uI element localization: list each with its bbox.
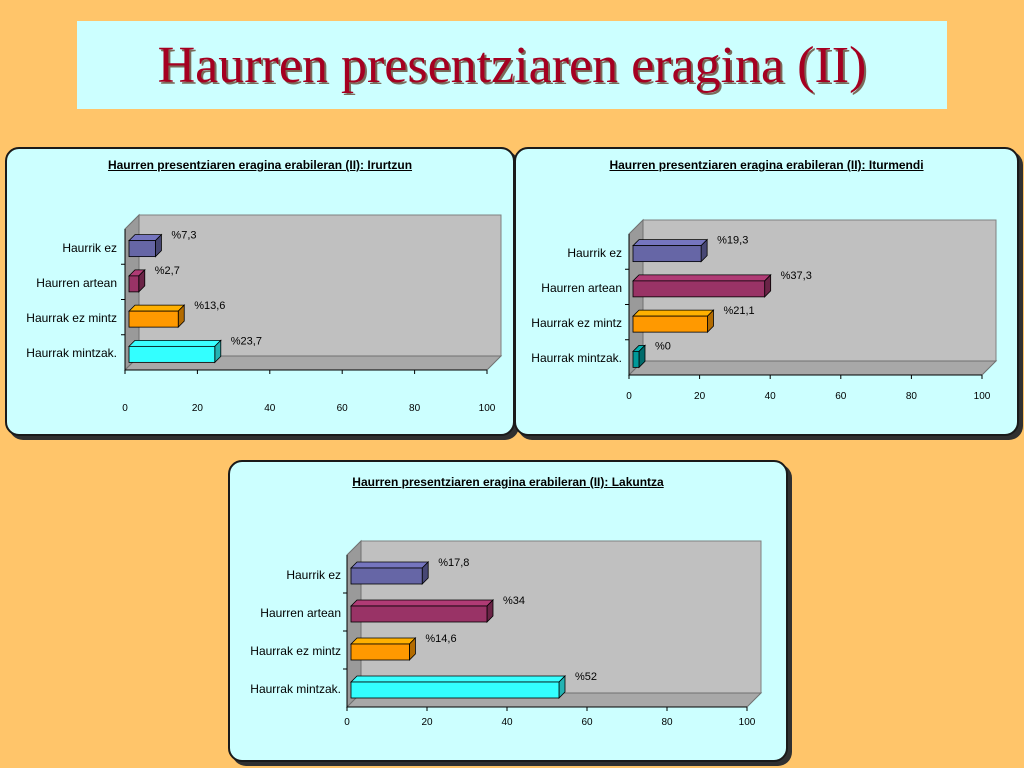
x-tick-label: 0 <box>122 403 128 414</box>
bar <box>632 273 772 298</box>
chart-svg: 0 20 40 60 80 100 %19,3 %37,3 %21,1 %0 <box>625 218 998 402</box>
category-label: Haurrik ez <box>62 240 117 255</box>
chart-panel-iturmendi: 0 20 40 60 80 100 %19,3 %37,3 %21,1 %0 Haurren pr… <box>514 147 1019 436</box>
category-label: Haurren artean <box>36 275 117 290</box>
x-tick-label: 80 <box>409 403 421 414</box>
category-label: Haurrak mintzak. <box>250 682 341 696</box>
x-tick-label: 0 <box>344 717 350 728</box>
bar-top-face <box>350 599 494 607</box>
category-label: Haurren artean <box>260 606 341 620</box>
bar-front-face <box>632 245 702 263</box>
bar-top-face <box>128 339 222 347</box>
category-label: Haurren artean <box>541 280 622 295</box>
chart-panel-irurtzun: 0 20 40 60 80 100 %7,3 %2,7 %13,6 %23,7 Haurren p… <box>5 147 515 436</box>
data-label: %23,7 <box>231 335 262 347</box>
x-tick-label: 80 <box>906 391 918 402</box>
data-label: %14,6 <box>425 633 456 645</box>
bar <box>350 599 494 623</box>
bar <box>128 304 186 329</box>
bar-front-face <box>632 315 708 333</box>
x-tick-label: 20 <box>694 391 706 402</box>
data-label: %19,3 <box>717 235 748 247</box>
bar <box>128 233 163 258</box>
bar <box>350 561 430 585</box>
bar-front-face <box>128 240 156 258</box>
x-tick-label: 20 <box>421 717 433 728</box>
bar-front-face <box>632 350 640 368</box>
bar-front-face <box>350 605 488 623</box>
plot-floor <box>627 360 998 376</box>
category-label: Haurrak mintzak. <box>26 346 117 361</box>
x-tick-label: 100 <box>479 403 496 414</box>
data-label: %21,1 <box>723 305 754 317</box>
bar-front-face <box>350 681 560 699</box>
bar-top-face <box>632 274 772 282</box>
x-tick-label: 60 <box>581 717 593 728</box>
category-label: Haurrik ez <box>286 568 341 582</box>
data-label: %2,7 <box>155 265 180 277</box>
chart-title: Haurren presentziaren eragina erabileran… <box>609 158 924 172</box>
bar-top-face <box>350 637 417 645</box>
chart-title: Haurren presentziaren eragina erabileran… <box>107 158 413 172</box>
bar <box>350 675 566 699</box>
chart-panel-lakuntza: 0 20 40 60 80 100 %17,8 %34 %14,6 %52 Haurren pre… <box>228 460 788 762</box>
category-label: Haurrak ez mintz <box>531 316 622 331</box>
x-tick-label: 60 <box>337 403 349 414</box>
x-tick-label: 40 <box>765 391 777 402</box>
x-tick-label: 100 <box>739 717 756 728</box>
data-label: %7,3 <box>171 230 196 242</box>
category-label: Haurrik ez <box>567 245 622 260</box>
chart-svg: 0 20 40 60 80 100 %7,3 %2,7 %13,6 %23,7 <box>121 213 503 414</box>
data-label: %37,3 <box>781 270 812 282</box>
category-label: Haurrak ez mintz <box>26 311 117 326</box>
bar <box>350 637 417 661</box>
data-label: %17,8 <box>438 557 469 569</box>
category-label: Haurrak mintzak. <box>531 351 622 366</box>
bar <box>128 268 146 293</box>
bar-top-face <box>632 309 715 317</box>
bar-front-face <box>128 310 179 328</box>
slide-title: Haurren presentziaren eragina (II) <box>157 36 867 94</box>
x-tick-label: 100 <box>974 391 991 402</box>
category-label: Haurrak ez mintz <box>250 644 341 658</box>
bar-front-face <box>128 345 216 363</box>
title-box: Haurren presentziaren eragina (II) <box>77 21 947 109</box>
chart-title: Haurren presentziaren eragina erabileran… <box>352 475 664 489</box>
bar-top-face <box>350 675 566 683</box>
bar-front-face <box>632 280 766 298</box>
data-label: %13,6 <box>194 300 225 312</box>
x-tick-label: 60 <box>835 391 847 402</box>
bar <box>632 344 646 369</box>
bar <box>128 339 222 364</box>
data-label: %34 <box>503 595 525 607</box>
chart-svg: 0 20 40 60 80 100 %17,8 %34 %14,6 %52 <box>343 539 763 728</box>
bar-top-face <box>632 239 709 247</box>
data-label: %0 <box>655 340 671 352</box>
bar-top-face <box>350 561 430 569</box>
bar-front-face <box>128 275 140 293</box>
bar-top-face <box>128 304 186 312</box>
x-tick-label: 0 <box>626 391 632 402</box>
bar <box>632 309 715 334</box>
x-tick-label: 40 <box>501 717 513 728</box>
bar-front-face <box>350 567 423 585</box>
data-label: %52 <box>575 671 597 683</box>
bar <box>632 238 709 263</box>
x-tick-label: 80 <box>661 717 673 728</box>
x-tick-label: 40 <box>264 403 276 414</box>
bar-front-face <box>350 643 410 661</box>
x-tick-label: 20 <box>192 403 204 414</box>
